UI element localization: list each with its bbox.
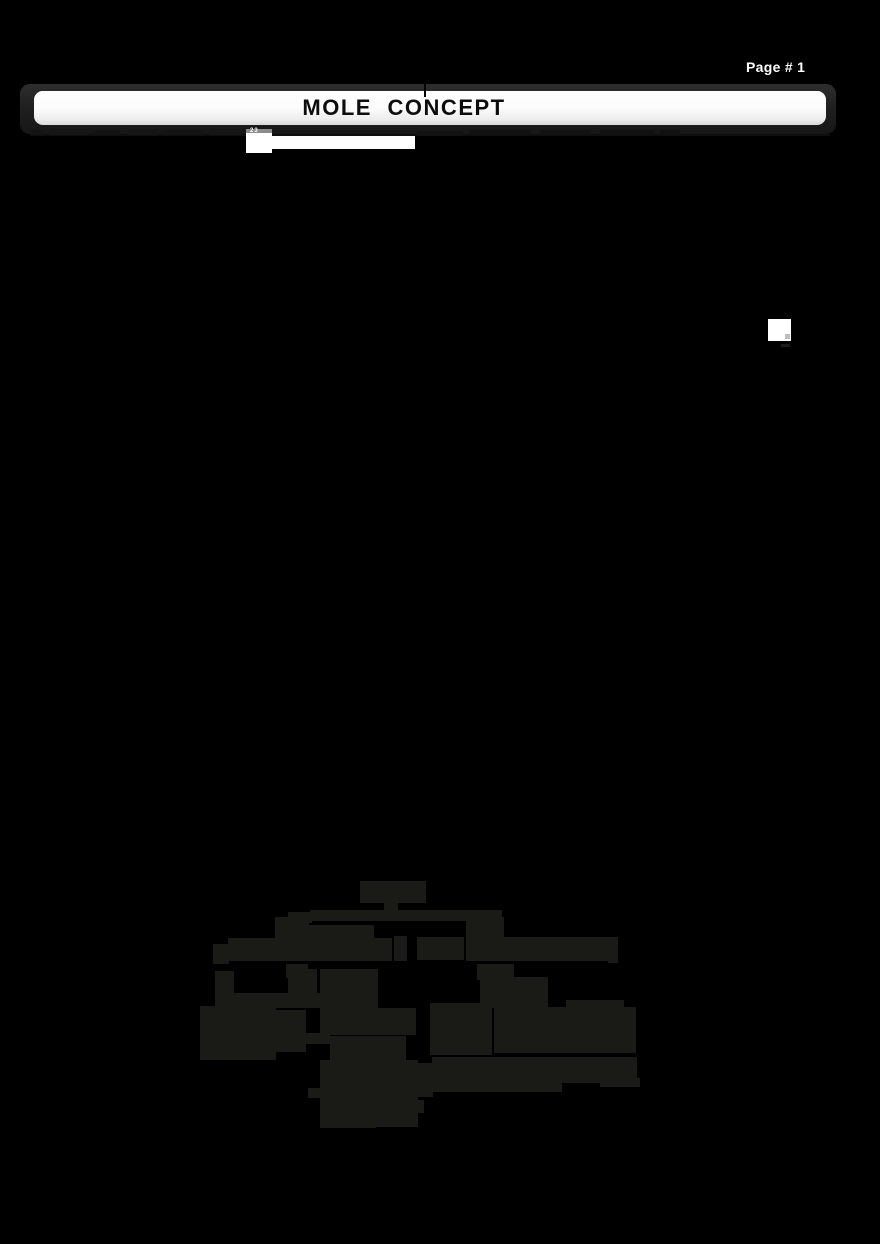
- faint-diagram-block: [320, 969, 378, 1008]
- faint-text-remnant: [660, 130, 680, 135]
- faint-formula-block: [320, 1008, 416, 1035]
- faint-formula-block: [304, 1033, 330, 1044]
- superscript-fragment: 23: [250, 128, 259, 134]
- faint-diagram-stem: [384, 903, 398, 912]
- faint-diagram-block: [480, 977, 548, 1008]
- faint-diagram-block: [500, 937, 618, 961]
- faint-text-remnant: [470, 130, 530, 135]
- highlight-gray-strip: [246, 129, 272, 133]
- faint-text-remnant: [418, 131, 463, 136]
- faint-subscript-dash: [781, 344, 790, 347]
- highlight-box: [246, 133, 272, 153]
- faint-formula-block: [432, 1083, 562, 1092]
- faint-diagram-root-node: [360, 881, 426, 903]
- faint-text-remnant: [128, 129, 158, 135]
- section-banner-inner: MOLE CONCEPT: [34, 91, 826, 125]
- faint-formula-block: [320, 1100, 376, 1128]
- faint-diagram-block: [213, 944, 229, 964]
- faint-text-remnant: [95, 130, 120, 135]
- faint-diagram-block: [300, 925, 374, 939]
- faint-formula-block: [430, 1003, 492, 1055]
- faint-text-remnant: [540, 130, 590, 135]
- faint-diagram-block: [228, 938, 392, 961]
- faint-formula-block: [494, 1007, 636, 1053]
- faint-formula-block: [308, 1088, 320, 1098]
- faint-formula-block: [376, 1100, 424, 1113]
- faint-diagram-block: [566, 1000, 624, 1009]
- faint-diagram-block: [215, 971, 234, 1008]
- faint-text-remnant: [32, 130, 42, 135]
- section-banner: MOLE CONCEPT: [20, 84, 836, 134]
- faint-diagram-block: [466, 918, 504, 961]
- faint-formula-block: [600, 1078, 640, 1087]
- highlight-corner-mark: [785, 334, 790, 339]
- faint-text-remnant: [600, 130, 655, 135]
- faint-diagram-block: [477, 964, 514, 980]
- highlight-strip: [272, 136, 415, 149]
- column-divider-tick: [424, 84, 426, 97]
- faint-diagram-block: [417, 937, 464, 960]
- faint-formula-block: [415, 1063, 433, 1097]
- faint-text-remnant: [163, 130, 203, 135]
- faint-text-remnant: [50, 129, 88, 135]
- faint-diagram-block: [608, 937, 618, 963]
- faint-diagram-branch-bar: [310, 910, 502, 921]
- faint-diagram-block: [288, 969, 317, 995]
- page-number-label: Page # 1: [746, 59, 806, 75]
- faint-formula-block: [250, 1010, 306, 1052]
- faint-text-remnant: [210, 129, 242, 135]
- faint-diagram-block: [394, 936, 407, 961]
- section-title: MOLE CONCEPT: [302, 95, 506, 120]
